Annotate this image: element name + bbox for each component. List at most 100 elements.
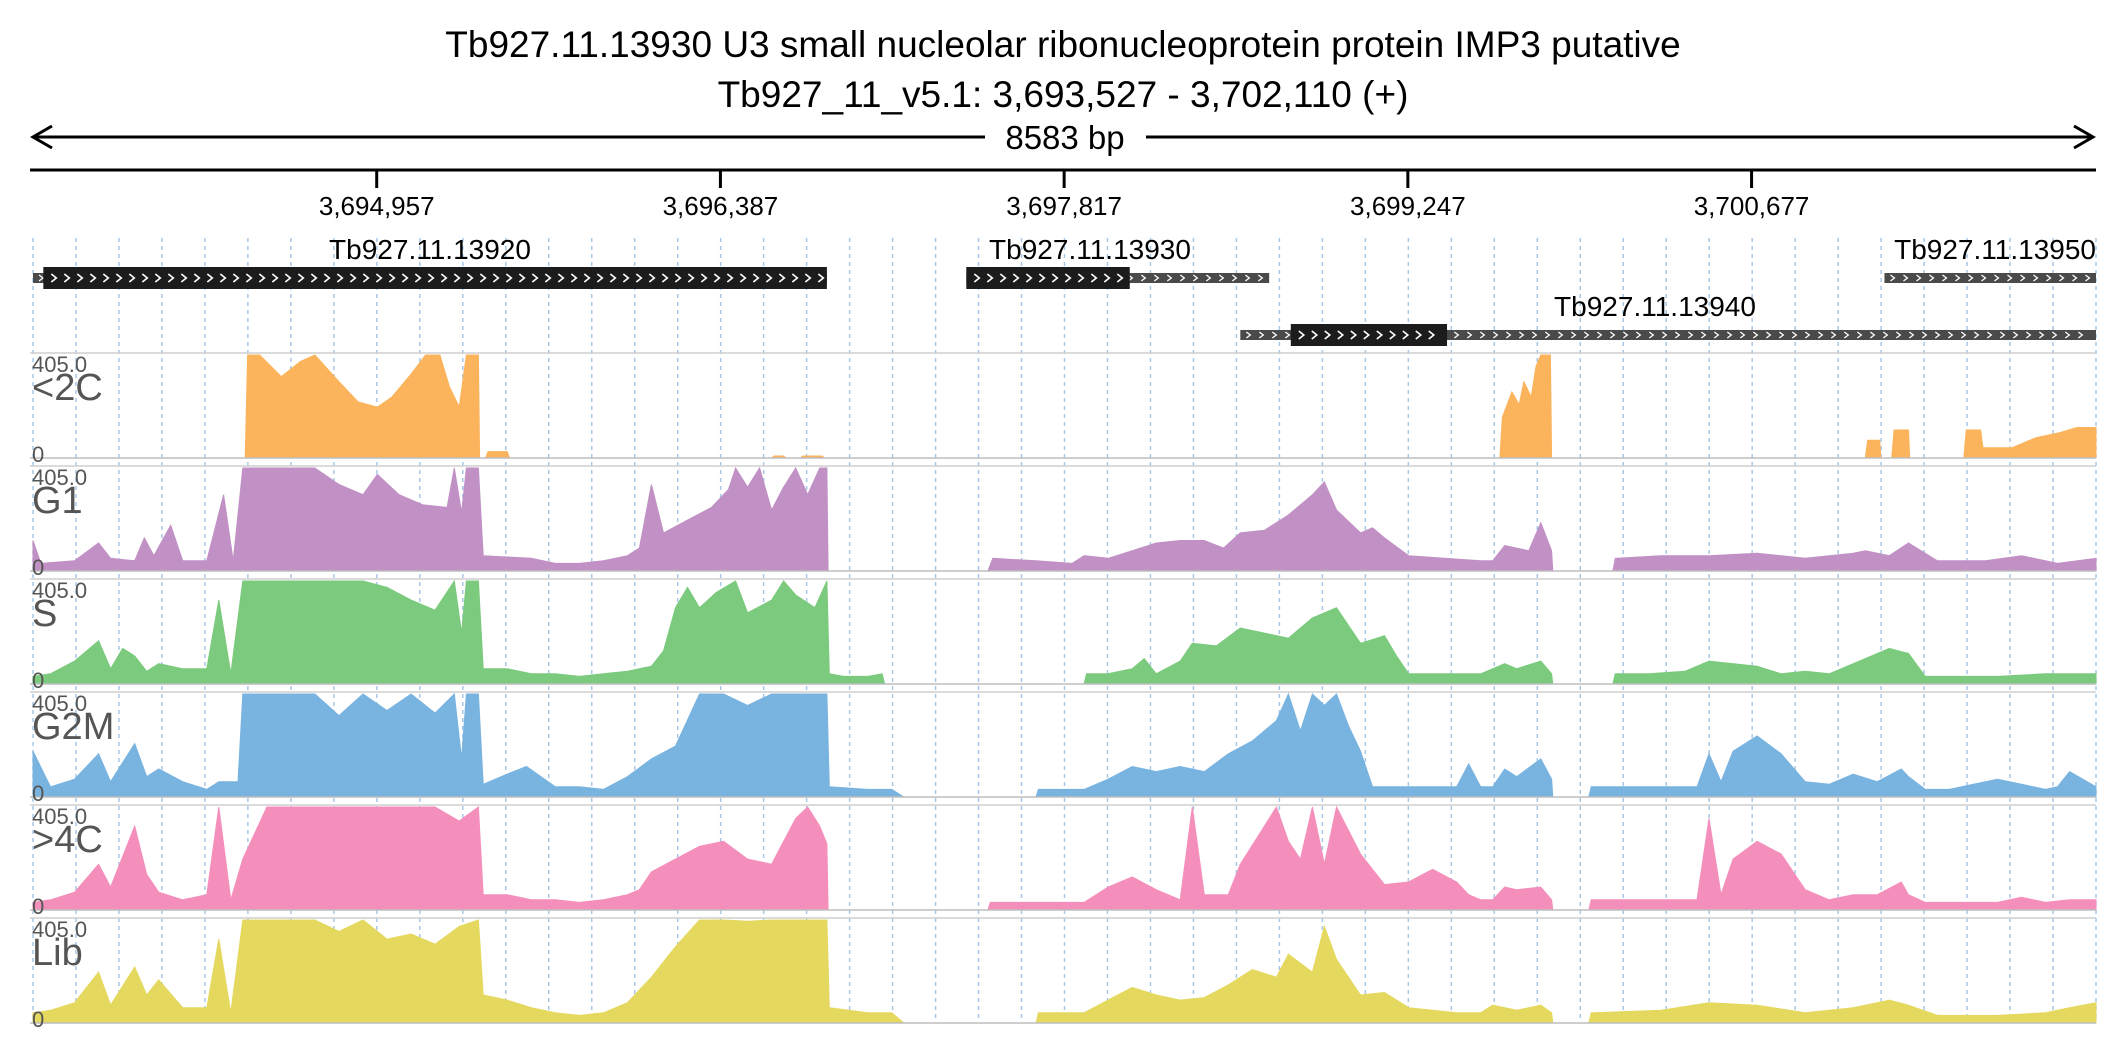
strand-arrow — [1557, 331, 1564, 339]
strand-arrow — [297, 273, 305, 283]
axis-tick-label: 3,696,387 — [663, 191, 779, 221]
gene-Tb927-11-13940: Tb927.11.13940 — [1240, 291, 2096, 346]
strand-arrow — [2020, 274, 2026, 282]
strand-arrow — [2033, 274, 2039, 282]
strand-arrow — [1869, 331, 1876, 339]
strand-arrow — [375, 273, 383, 283]
strand-arrow — [1596, 331, 1603, 339]
strand-arrow — [89, 273, 97, 283]
strand-arrow — [635, 273, 643, 283]
strand-arrow — [1817, 331, 1824, 339]
strand-arrow — [1025, 273, 1033, 283]
gene-utr-bar — [1240, 330, 2096, 340]
strand-arrow — [115, 273, 123, 283]
strand-arrow — [765, 273, 773, 283]
gene-utr-bar — [1884, 273, 2096, 283]
strand-arrow — [401, 273, 409, 283]
strand-arrow — [1077, 273, 1085, 283]
track-ymax-label: 405.0 — [32, 578, 87, 603]
strand-arrow — [1981, 274, 1987, 282]
strand-arrow — [570, 273, 578, 283]
strand-arrow — [1350, 330, 1358, 340]
strand-arrow — [518, 273, 526, 283]
strand-arrow — [1908, 331, 1915, 339]
coverage-area — [32, 692, 2097, 798]
strand-arrow — [622, 273, 630, 283]
strand-arrow — [323, 273, 331, 283]
strand-arrow — [2051, 331, 2058, 339]
strand-arrow — [284, 273, 292, 283]
gene-label: Tb927.11.13920 — [329, 234, 531, 265]
strand-arrow — [596, 273, 604, 283]
coverage-area — [32, 805, 2097, 911]
strand-arrow — [2046, 274, 2052, 282]
strand-arrow — [804, 273, 812, 283]
gene-cds-bar — [966, 267, 1130, 289]
track-name-label: G1 — [32, 480, 83, 522]
gene-label: Tb927.11.13930 — [989, 234, 1191, 265]
gene-cds-bar — [43, 267, 827, 289]
gene-annotations: Tb927.11.13920 Tb927.11.13930 Tb927.11.139… — [33, 234, 2096, 346]
strand-arrow — [687, 273, 695, 283]
locus-label: Tb927_11_v5.1: 3,693,527 - 3,702,110 (+) — [718, 74, 1409, 115]
strand-arrow — [128, 273, 136, 283]
strand-arrow — [1389, 330, 1397, 340]
strand-arrow — [700, 273, 708, 283]
strand-arrow — [1428, 330, 1436, 340]
strand-arrow — [2077, 331, 2084, 339]
strand-arrow — [1895, 331, 1902, 339]
strand-arrow — [1661, 331, 1668, 339]
gene-Tb927-11-13950: Tb927.11.13950 — [1884, 234, 2096, 283]
strand-arrow — [1942, 274, 1948, 282]
strand-arrow — [1791, 331, 1798, 339]
axis-tick-label: 3,700,677 — [1694, 191, 1810, 221]
strand-arrow — [2064, 331, 2071, 339]
coverage-track-S: 405.0S 0 — [30, 578, 2097, 693]
strand-arrow — [1479, 331, 1486, 339]
gene-label: Tb927.11.13950 — [1894, 234, 2096, 265]
strand-arrow — [1518, 331, 1525, 339]
coverage-area — [32, 579, 2097, 685]
strand-arrow — [2038, 331, 2045, 339]
track-ymax-label: 405.0 — [32, 804, 87, 829]
strand-arrow — [1648, 331, 1655, 339]
strand-arrow — [1453, 331, 1460, 339]
strand-arrow — [453, 273, 461, 283]
strand-arrow — [1505, 331, 1512, 339]
strand-arrow — [1778, 331, 1785, 339]
strand-arrow — [1324, 330, 1332, 340]
strand-arrow — [505, 273, 513, 283]
strand-arrow — [1726, 331, 1733, 339]
strand-arrow — [1257, 274, 1264, 282]
strand-arrow — [1929, 274, 1935, 282]
axis-tick-label: 3,699,247 — [1350, 191, 1466, 221]
strand-arrow — [1635, 331, 1642, 339]
strand-arrow — [986, 273, 994, 283]
strand-arrow — [1544, 331, 1551, 339]
coverage-area — [32, 466, 2097, 572]
strand-arrow — [1311, 330, 1319, 340]
strand-arrow — [1609, 331, 1616, 339]
strand-arrow — [1205, 274, 1212, 282]
strand-arrow — [102, 273, 110, 283]
strand-arrow — [557, 273, 565, 283]
strand-arrow — [674, 273, 682, 283]
strand-arrow — [1231, 274, 1238, 282]
track-name-label: >4C — [32, 819, 103, 861]
strand-arrow — [1492, 331, 1499, 339]
strand-arrow — [713, 273, 721, 283]
strand-arrow — [999, 273, 1007, 283]
strand-arrow — [1012, 273, 1020, 283]
track-ymin-label: 0 — [32, 442, 44, 467]
strand-arrow — [1934, 331, 1941, 339]
strand-arrow — [1999, 331, 2006, 339]
strand-arrow — [76, 273, 84, 283]
track-ymax-label: 405.0 — [32, 465, 87, 490]
strand-arrow — [661, 273, 669, 283]
strand-arrow — [2012, 331, 2019, 339]
strand-arrow — [2072, 274, 2078, 282]
strand-arrow — [2059, 274, 2065, 282]
strand-arrow — [1466, 331, 1473, 339]
